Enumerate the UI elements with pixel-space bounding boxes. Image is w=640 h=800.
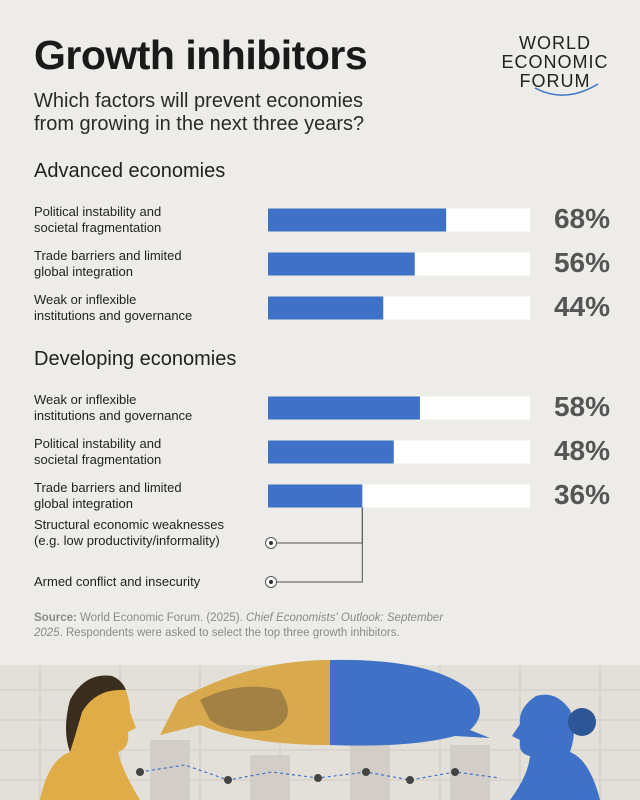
section-heading: Advanced economies [34, 160, 226, 182]
source-text: World Economic Forum. (2025). [80, 612, 243, 624]
logo-text: ECONOMIC [501, 52, 609, 72]
bar [268, 440, 394, 464]
value-label: 48% [553, 435, 610, 466]
tie-marker-dot [269, 580, 273, 584]
category-label: Political instability and societal fragm… [34, 204, 162, 235]
bar [268, 396, 420, 420]
bar [268, 208, 447, 232]
bar [268, 296, 384, 320]
bar [268, 484, 363, 508]
source: Source: World Economic Forum. (2025). Ch… [34, 611, 454, 641]
logo-arc [534, 83, 599, 96]
source-label: Source: [34, 612, 77, 624]
tie-connector [271, 507, 363, 544]
illustration [0, 659, 640, 800]
category-label: Political instability and societal fragm… [34, 436, 162, 467]
subtitle: Which factors will prevent economies fro… [34, 90, 365, 135]
source-publication: Chief Economists' Outlook: September 202… [34, 612, 444, 639]
source-note: . Respondents were asked to select the t… [59, 627, 400, 639]
tied-category-label: Armed conflict and insecurity [34, 574, 201, 589]
bar [268, 252, 415, 276]
tied-category-label: Structural economic weaknesses (e.g. low… [34, 517, 225, 548]
value-label: 44% [553, 291, 610, 322]
value-label: 68% [553, 203, 610, 234]
value-label: 36% [553, 479, 610, 510]
tie-marker-dot [269, 541, 273, 545]
value-label: 58% [553, 391, 610, 422]
tie-connector [271, 507, 363, 583]
category-label: Trade barriers and limited global integr… [34, 480, 182, 511]
category-label: Weak or inflexible institutions and gove… [34, 392, 193, 423]
logo-text: FORUM [519, 71, 591, 91]
category-label: Trade barriers and limited global integr… [34, 248, 182, 279]
logo-text: WORLD [519, 33, 591, 53]
category-label: Weak or inflexible institutions and gove… [34, 292, 193, 323]
title: Growth inhibitors [34, 32, 368, 78]
section-heading: Developing economies [34, 348, 237, 370]
value-label: 56% [553, 247, 610, 278]
